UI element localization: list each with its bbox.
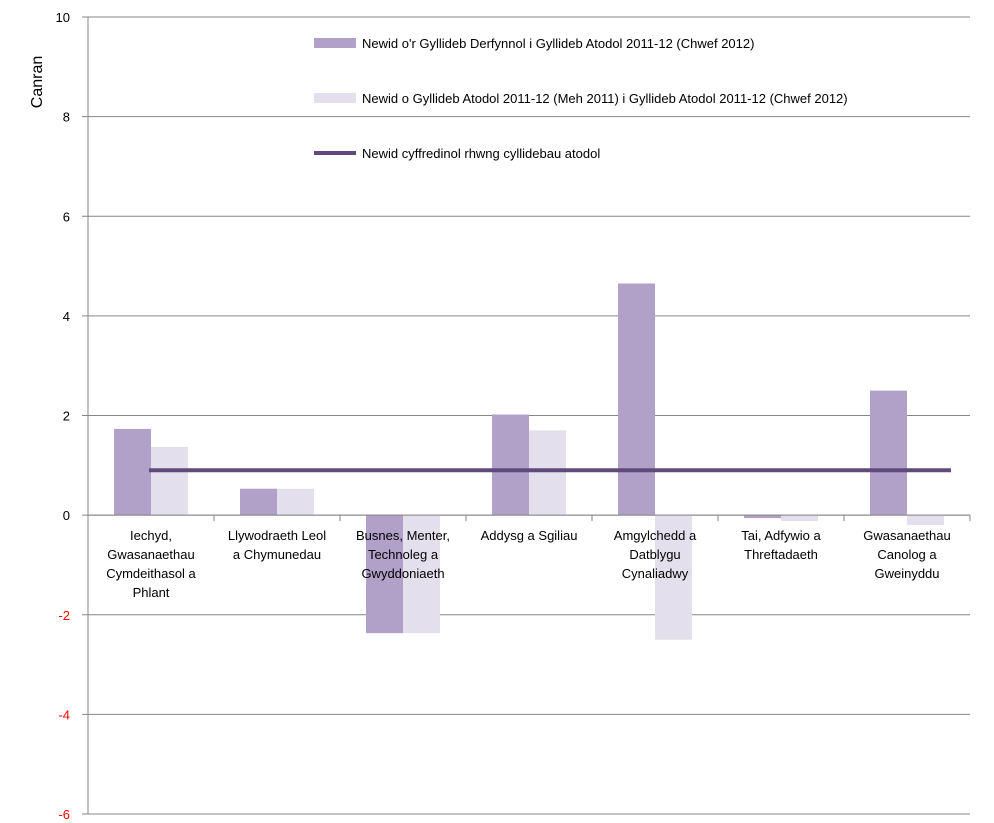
bar-series-2-2 — [277, 488, 314, 516]
bar-series-2-1 — [151, 446, 188, 516]
bar-series-2-7 — [907, 515, 944, 526]
legend-swatch-1 — [314, 38, 356, 48]
y-tick-label: -2 — [58, 608, 70, 623]
legend-swatch-2 — [314, 93, 356, 103]
bar-series-1-3 — [366, 515, 403, 634]
category-label: Technoleg a — [368, 547, 439, 562]
y-tick-label: 2 — [63, 409, 70, 424]
y-tick-label: 8 — [63, 110, 70, 125]
bar-series-2-6 — [781, 515, 818, 522]
category-label: a Chymunedau — [233, 547, 321, 562]
category-label: Tai, Adfywio a — [741, 528, 821, 543]
category-label: Amgylchedd a — [614, 528, 697, 543]
category-label: Threftadaeth — [744, 547, 818, 562]
category-label: Canolog a — [877, 547, 937, 562]
category-label: Busnes, Menter, — [356, 528, 450, 543]
y-tick-label: 6 — [63, 209, 70, 224]
category-label: Gwasanaethau — [863, 528, 950, 543]
y-axis-title: Canran — [29, 56, 46, 108]
category-label: Gweinyddu — [874, 566, 939, 581]
y-tick-label: -6 — [58, 807, 70, 822]
legend-label-1: Newid o'r Gyllideb Derfynnol i Gyllideb … — [362, 36, 754, 51]
bar-series-2-5 — [655, 515, 692, 640]
y-tick-label: -4 — [58, 707, 70, 722]
bar-series-2-3 — [403, 515, 440, 634]
category-label: Addysg a Sgiliau — [481, 528, 578, 543]
category-label: Iechyd, — [130, 528, 172, 543]
bar-series-2-4 — [529, 430, 566, 516]
category-label: Cymdeithasol a — [106, 566, 196, 581]
category-label: Phlant — [133, 585, 170, 600]
category-label: Datblygu — [629, 547, 680, 562]
bar-series-1-4 — [492, 414, 529, 516]
bar-series-1-2 — [240, 488, 277, 516]
legend-label-2: Newid o Gyllideb Atodol 2011-12 (Meh 201… — [362, 91, 848, 106]
category-label: Cynaliadwy — [622, 566, 689, 581]
ticks-layer: -6 -4 -2 0 2 4 6 8 10 — [56, 10, 70, 822]
y-tick-label: 0 — [63, 508, 70, 523]
category-label: Gwasanaethau — [107, 547, 194, 562]
bar-series-1-5 — [618, 283, 655, 516]
bar-series-1-7 — [870, 390, 907, 516]
bars-layer — [88, 283, 970, 640]
category-label: Llywodraeth Leol — [228, 528, 326, 543]
bar-series-1-1 — [114, 428, 151, 516]
category-label: Gwyddoniaeth — [361, 566, 444, 581]
legend-label-3: Newid cyffredinol rhwng cyllidebau atodo… — [362, 146, 600, 161]
bar-series-1-6 — [744, 515, 781, 519]
cats-layer: Iechyd, Gwasanaethau Cymdeithasol a Phlant L… — [106, 528, 951, 600]
y-tick-label: 4 — [63, 309, 70, 324]
legend-layer: Newid o'r Gyllideb Derfynnol i Gyllideb … — [314, 36, 848, 161]
y-tick-label: 10 — [56, 10, 70, 25]
